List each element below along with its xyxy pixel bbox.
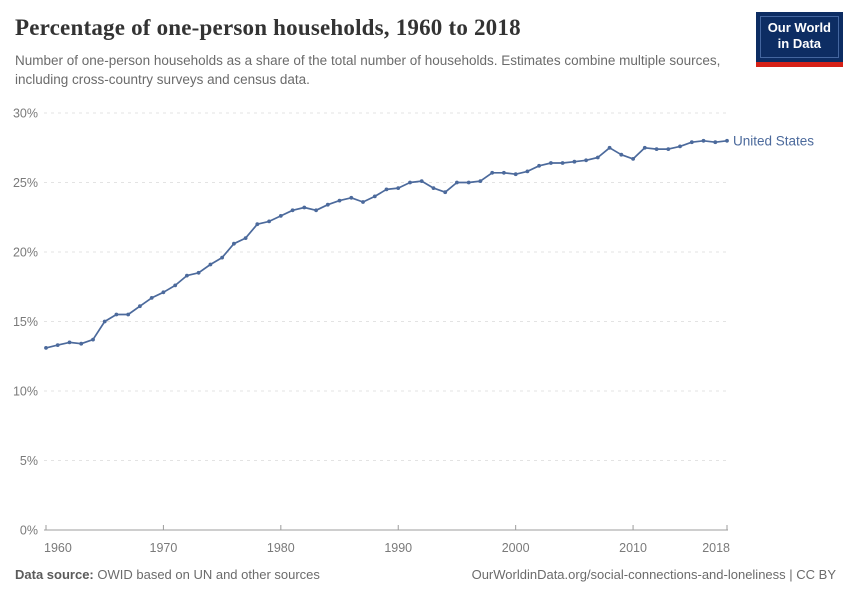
us-data-point: [572, 159, 577, 164]
us-data-point: [537, 163, 541, 168]
us-data-point: [44, 346, 48, 350]
us-data-point: [607, 145, 612, 150]
us-data-point: [502, 170, 506, 175]
y-tick-label: 5%: [20, 454, 38, 468]
x-tick-label: 1960: [44, 541, 72, 555]
us-data-point: [396, 186, 401, 191]
x-tick-label: 1970: [150, 541, 178, 555]
us-data-point: [325, 202, 330, 207]
data-source-label: Data source:: [15, 567, 94, 582]
us-data-point: [138, 304, 142, 309]
us-data-point: [267, 219, 271, 224]
us-data-point: [455, 180, 459, 185]
us-data-point: [525, 169, 530, 174]
us-data-point: [79, 341, 84, 346]
us-data-point: [278, 214, 283, 218]
us-data-point: [337, 198, 342, 203]
owid-url-link[interactable]: OurWorldinData.org/social-connections-an…: [471, 567, 836, 582]
us-data-point: [666, 147, 671, 152]
owid-logo-red-stripe: [755, 61, 843, 67]
us-data-point: [196, 270, 201, 275]
us-data-point: [126, 312, 131, 317]
y-tick-label: 10%: [13, 385, 38, 399]
x-tick-label: 1980: [267, 541, 295, 555]
owid-logo-line2: in Data: [777, 36, 822, 52]
owid-logo-text: Our World in Data: [759, 16, 839, 58]
us-data-point: [173, 283, 178, 288]
us-data-point: [549, 161, 553, 165]
us-data-point: [713, 140, 718, 145]
x-tick-label: 2018: [702, 541, 730, 555]
page-title: Percentage of one-person households, 196…: [15, 15, 521, 40]
us-data-point: [102, 319, 107, 324]
us-series-line: [45, 139, 728, 349]
x-tick-label: 2010: [619, 541, 647, 555]
us-data-point: [701, 138, 706, 143]
chart-subtitle: Number of one-person households as a sha…: [15, 52, 721, 88]
us-data-point: [466, 180, 471, 185]
us-data-point: [220, 255, 225, 260]
series-label-united-states: United States: [733, 133, 814, 148]
us-data-point: [208, 262, 213, 267]
y-tick-label: 20%: [13, 246, 38, 260]
data-source-note: Data source: OWID based on UN and other …: [15, 567, 320, 582]
data-source-text: OWID based on UN and other sources: [93, 567, 320, 582]
us-data-point: [443, 190, 448, 195]
us-data-point: [725, 138, 729, 143]
us-data-point: [67, 340, 72, 345]
us-data-point: [560, 161, 565, 165]
x-tick-label: 1990: [384, 541, 412, 555]
us-data-point: [149, 296, 154, 300]
us-data-point: [161, 290, 166, 295]
chart-footer: Data source: OWID based on UN and other …: [15, 567, 836, 582]
us-data-point: [91, 337, 95, 342]
us-data-point: [255, 222, 260, 227]
us-data-point: [584, 158, 588, 163]
us-data-point: [290, 208, 295, 213]
us-data-point: [314, 208, 318, 213]
y-tick-label: 30%: [13, 107, 38, 121]
us-data-point: [302, 205, 307, 210]
us-data-point: [654, 147, 659, 152]
us-data-point: [689, 140, 694, 145]
chart-header: Percentage of one-person households, 196…: [15, 14, 835, 90]
us-data-point: [372, 194, 377, 199]
us-data-point: [419, 179, 424, 184]
y-tick-label: 15%: [13, 315, 38, 329]
us-data-point: [349, 195, 354, 200]
us-data-point: [431, 186, 436, 191]
us-data-point: [478, 179, 483, 184]
us-data-point: [361, 200, 365, 204]
us-data-point: [631, 157, 635, 161]
owid-logo-line1: Our World: [767, 20, 831, 35]
us-data-point: [408, 180, 412, 185]
us-data-point: [619, 152, 624, 157]
us-data-point: [55, 343, 60, 347]
us-data-point: [642, 145, 647, 150]
us-data-point: [114, 312, 119, 317]
us-data-point: [513, 172, 518, 177]
us-data-point: [185, 273, 189, 278]
us-data-point: [490, 170, 495, 175]
us-data-point: [243, 236, 248, 241]
us-data-point: [384, 187, 389, 192]
y-tick-label: 25%: [13, 176, 38, 190]
y-tick-label: 0%: [20, 524, 38, 538]
us-data-point: [678, 144, 682, 149]
us-data-point: [232, 241, 236, 246]
x-tick-label: 2000: [502, 541, 530, 555]
owid-logo: Our World in Data: [755, 12, 843, 67]
us-data-point: [595, 155, 600, 160]
